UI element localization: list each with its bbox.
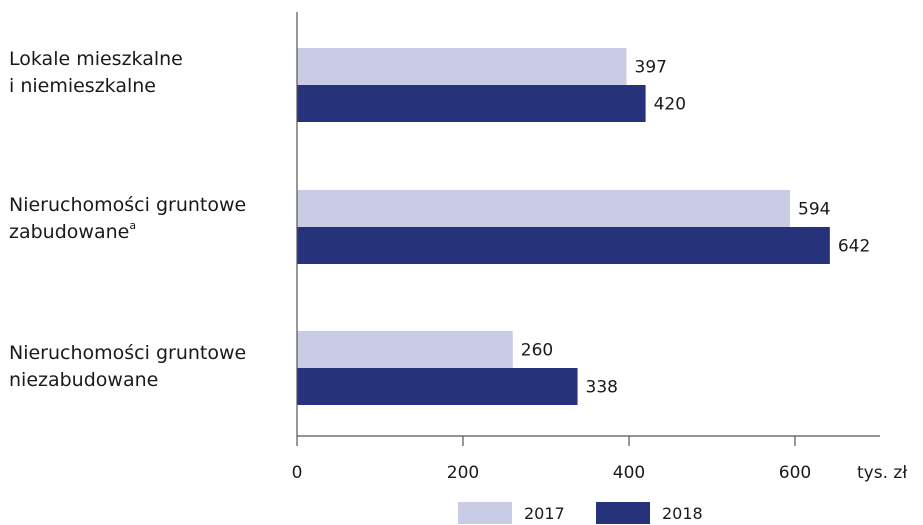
category-label-line: i niemieszkalne bbox=[9, 75, 156, 97]
legend-item-2017: 2017 bbox=[458, 502, 565, 524]
category-label-line: Lokale mieszkalne bbox=[9, 48, 183, 70]
bar-2018 bbox=[297, 368, 578, 405]
category-label-niezabudowane: Nieruchomości gruntowe niezabudowane bbox=[9, 340, 246, 394]
data-label-2018: 642 bbox=[838, 237, 870, 257]
bar-2018 bbox=[297, 227, 830, 264]
bar-2017 bbox=[297, 331, 513, 368]
x-tick-label: 400 bbox=[613, 463, 645, 483]
x-tick-label: 0 bbox=[292, 463, 303, 483]
category-label-lokale: Lokale mieszkalne i niemieszkalne bbox=[9, 46, 183, 100]
legend-item-2018: 2018 bbox=[596, 502, 703, 524]
data-label-2018: 420 bbox=[654, 95, 686, 115]
legend-swatch-2018 bbox=[596, 502, 650, 524]
data-label-2017: 594 bbox=[798, 200, 830, 220]
legend-label-2018: 2018 bbox=[662, 503, 703, 523]
bar-2018 bbox=[297, 85, 646, 122]
data-label-2017: 397 bbox=[635, 58, 667, 78]
category-label-zabudowane: Nieruchomości gruntowe zabudowanea bbox=[9, 192, 246, 248]
bar-2017 bbox=[297, 190, 791, 227]
category-label-line: niezabudowane bbox=[9, 369, 159, 391]
category-label-text: zabudowane bbox=[9, 221, 130, 243]
footnote-marker: a bbox=[129, 219, 137, 232]
legend-label-2017: 2017 bbox=[524, 503, 565, 523]
data-label-2017: 260 bbox=[521, 341, 553, 361]
x-tick-label: 600 bbox=[779, 463, 811, 483]
category-label-line: zabudowanea bbox=[9, 219, 246, 248]
category-label-line: Nieruchomości gruntowe bbox=[9, 342, 247, 364]
data-label-2018: 338 bbox=[586, 378, 618, 398]
category-label-line: Nieruchomości gruntowe bbox=[9, 194, 247, 216]
bar-2017 bbox=[297, 48, 627, 85]
legend-swatch-2017 bbox=[458, 502, 512, 524]
x-tick-label: 200 bbox=[447, 463, 479, 483]
x-axis-unit: tys. zł bbox=[857, 463, 907, 483]
